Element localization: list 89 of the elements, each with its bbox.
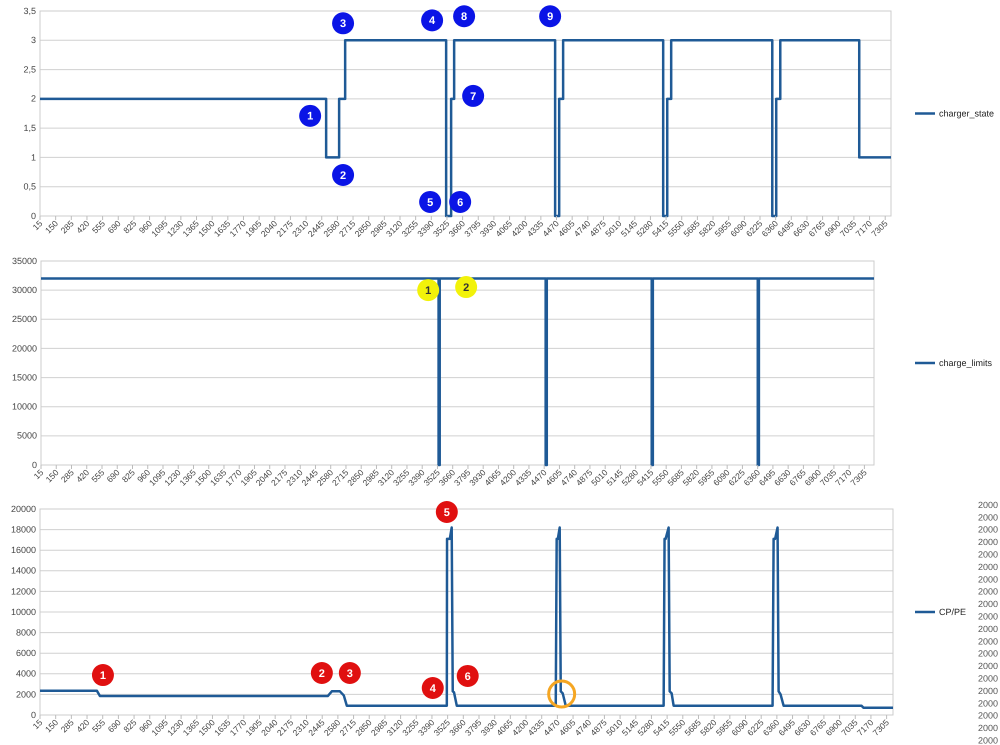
y-tick-label: 16000 — [10, 545, 36, 556]
x-tick-label: 825 — [121, 218, 139, 236]
y-tick-label: 0 — [32, 460, 37, 470]
annotation: 4 — [429, 15, 436, 28]
x-tick-label: 555 — [90, 717, 108, 734]
annotation: 5 — [444, 506, 450, 519]
x-tick-label: 15 — [30, 717, 45, 732]
text: 2000 — [978, 686, 998, 696]
y-tick-label: 0,5 — [23, 182, 36, 192]
y-tick-label: 0 — [30, 710, 36, 720]
text: 2000 — [978, 524, 998, 535]
annotation: 9 — [547, 11, 554, 24]
y-tick-label: 25000 — [12, 314, 37, 324]
legend-label: charge_limits — [939, 358, 993, 368]
annotation: 1 — [425, 284, 432, 297]
x-tick-label: 150 — [44, 467, 61, 484]
text: 2000 — [978, 710, 998, 721]
y-tick-label: 2,5 — [23, 64, 36, 74]
text: 2000 — [978, 636, 998, 646]
y-tick-label: 3 — [30, 35, 36, 46]
text: 2000 — [978, 611, 998, 622]
x-tick-label: 15 — [32, 467, 46, 482]
text: 2000 — [978, 500, 998, 510]
x-tick-label: 420 — [74, 717, 92, 734]
x-tick-label: 825 — [120, 467, 138, 484]
annotation: 6 — [457, 196, 464, 209]
annotation: 1 — [307, 110, 314, 123]
x-tick-label: 420 — [74, 218, 92, 236]
y-tick-label: 5000 — [16, 430, 37, 441]
y-tick-label: 14000 — [10, 566, 36, 576]
y-tick-label: 4000 — [16, 668, 36, 679]
annotation: 1 — [100, 670, 106, 682]
annotation: 4 — [430, 682, 437, 695]
legend-label: CP/PE — [939, 606, 966, 617]
text: 2000 — [978, 537, 998, 548]
x-tick-label: 150 — [42, 218, 60, 236]
y-tick-label: 1,5 — [23, 123, 36, 134]
y-tick-label: 20000 — [12, 343, 37, 354]
x-tick-label: 285 — [58, 467, 76, 484]
y-tick-label: 35000 — [12, 256, 37, 266]
annotation: 2 — [318, 668, 325, 680]
y-tick-label: 12000 — [10, 586, 36, 596]
y-tick-label: 18000 — [10, 524, 36, 534]
text: 2000 — [978, 723, 998, 734]
y-tick-label: 15000 — [12, 372, 37, 382]
text: 2000 — [978, 661, 998, 672]
text: 2000 — [978, 512, 998, 522]
x-tick-label: 690 — [106, 717, 123, 734]
x-tick-label: 150 — [42, 717, 60, 734]
x-tick-label: 420 — [74, 467, 92, 484]
text: 2000 — [978, 624, 998, 634]
annotation: 5 — [427, 196, 434, 209]
y-tick-label: 10000 — [10, 606, 36, 617]
text: 2000 — [978, 574, 998, 584]
text: 2000 — [978, 648, 998, 659]
annotation: 3 — [346, 668, 353, 680]
x-tick-label: 285 — [58, 218, 76, 236]
y-tick-label: 0 — [30, 210, 36, 221]
y-tick-label: 3,5 — [23, 6, 36, 16]
x-tick-label: 690 — [106, 218, 123, 236]
text: 2000 — [978, 673, 998, 684]
text: 2000 — [978, 599, 998, 610]
x-tick-label: 285 — [58, 717, 76, 734]
x-tick-label: 15 — [30, 218, 45, 232]
y-tick-label: 2 — [30, 94, 36, 104]
text: 2000 — [978, 698, 998, 708]
legend-label: charger_state — [939, 108, 994, 118]
y-tick-label: 8000 — [16, 627, 36, 638]
annotation: 8 — [461, 11, 468, 24]
x-tick-label: 825 — [121, 717, 139, 734]
y-tick-label: 1 — [30, 152, 36, 162]
x-tick-label: 555 — [89, 467, 107, 484]
y-tick-label: 30000 — [12, 285, 37, 296]
text: 2000 — [978, 549, 998, 560]
annotation: 7 — [470, 90, 476, 103]
y-tick-label: 10000 — [12, 402, 37, 412]
annotation: 3 — [340, 18, 346, 30]
x-tick-label: 690 — [104, 467, 122, 484]
y-tick-label: 20000 — [10, 504, 36, 514]
x-tick-label: 555 — [90, 218, 108, 236]
text: 2000 — [978, 562, 998, 572]
text: 2000 — [978, 586, 998, 597]
y-tick-label: 6000 — [16, 648, 36, 658]
y-tick-label: 2000 — [16, 689, 36, 700]
annotation: 6 — [464, 670, 471, 683]
text: 2000 — [978, 735, 998, 745]
line-series — [38, 526, 894, 710]
annotation: 2 — [463, 282, 470, 294]
annotation: 2 — [340, 170, 346, 182]
